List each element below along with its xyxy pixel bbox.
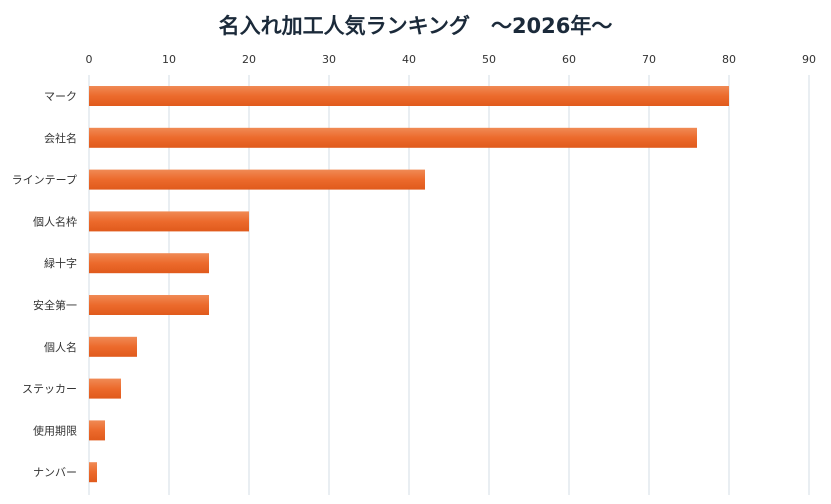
bar bbox=[89, 462, 97, 483]
chart-title: 名入れ加工人気ランキング ～2026年～ bbox=[218, 14, 613, 38]
category-label: 個人名枠 bbox=[33, 214, 77, 228]
x-tick-label: 70 bbox=[642, 53, 656, 66]
x-tick-label: 0 bbox=[86, 53, 93, 66]
bar bbox=[89, 86, 729, 106]
x-tick-label: 30 bbox=[322, 53, 336, 66]
category-label: 会社名 bbox=[44, 131, 77, 145]
category-label: 使用期限 bbox=[33, 424, 77, 437]
x-tick-label: 40 bbox=[402, 53, 416, 66]
category-label: ナンバー bbox=[33, 466, 77, 479]
bar bbox=[89, 295, 209, 315]
bar bbox=[89, 169, 425, 190]
bar bbox=[89, 253, 209, 274]
bar bbox=[89, 378, 121, 399]
x-tick-label: 80 bbox=[722, 53, 736, 66]
bar bbox=[89, 127, 697, 148]
bar bbox=[89, 336, 137, 357]
x-tick-label: 20 bbox=[242, 53, 256, 66]
category-label: 個人名 bbox=[44, 340, 77, 354]
category-label: マーク bbox=[44, 90, 77, 103]
x-tick-label: 60 bbox=[562, 53, 576, 66]
category-label: 安全第一 bbox=[33, 298, 77, 312]
category-label: ラインテープ bbox=[12, 174, 77, 187]
category-label: 緑十字 bbox=[44, 256, 77, 270]
x-tick-label: 10 bbox=[162, 53, 176, 66]
category-label: ステッカー bbox=[22, 383, 77, 396]
bar bbox=[89, 420, 105, 441]
x-tick-label: 90 bbox=[802, 53, 816, 66]
x-tick-label: 50 bbox=[482, 53, 496, 66]
bar bbox=[89, 211, 249, 232]
